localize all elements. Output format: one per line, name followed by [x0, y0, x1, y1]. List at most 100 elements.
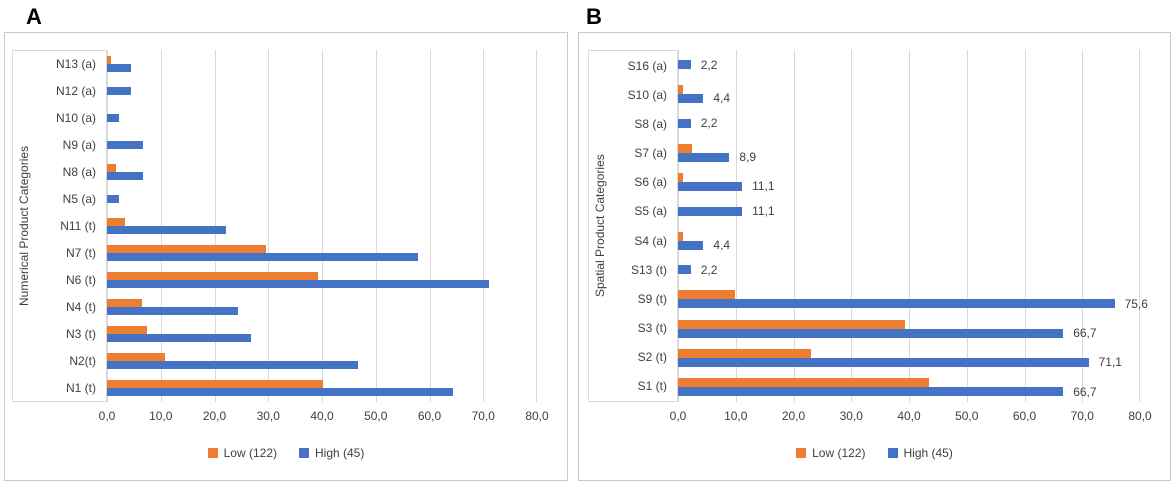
category-label: N8 (a) [62, 165, 96, 180]
bar-high: 11,1 [678, 179, 775, 193]
bar-high: 2,2 [678, 58, 717, 72]
legend: Low (122) High (45) [5, 446, 567, 460]
panel-b-letter: B [586, 4, 602, 29]
category-label: S16 (a) [627, 58, 667, 73]
x-tick-label: 80,0 [525, 409, 549, 423]
bar-low [678, 290, 735, 300]
bar-high: 75,6 [678, 297, 1148, 311]
bar-row: 66,7 [678, 373, 1140, 402]
bar-row: 4,4 [678, 79, 1140, 108]
category-label: N7 (t) [66, 245, 96, 260]
x-tick-label: 70,0 [471, 409, 495, 423]
legend-swatch-high [299, 448, 309, 458]
bar-high [107, 194, 119, 203]
category-label: N6 (t) [66, 272, 96, 287]
gridline [909, 50, 910, 402]
gridline [793, 50, 795, 402]
bar-high: 71,1 [678, 355, 1122, 369]
panel-a-chart: Numerical Product Categories N13 (a) N12 … [4, 32, 568, 481]
bar-row [107, 131, 537, 158]
data-label: 2,2 [700, 57, 718, 72]
legend-item-high: High (45) [299, 446, 364, 460]
data-label: 66,7 [1073, 384, 1097, 399]
category-label: N5 (a) [62, 192, 96, 207]
category-label: S4 (a) [634, 233, 667, 248]
category-label: N13 (a) [55, 57, 96, 72]
legend-label: Low (122) [223, 446, 277, 460]
data-label: 8,9 [739, 150, 757, 165]
category-axis-box: Numerical Product Categories N13 (a) N12 … [12, 50, 107, 402]
bar-row: 2,2 [678, 109, 1140, 138]
x-axis-ticks: 0,0 10,0 20,0 30,0 40,0 50,0 60,0 70,0 80,0 [670, 409, 1152, 425]
x-tick-label: 60,0 [417, 409, 442, 423]
gridline [735, 50, 737, 402]
y-axis-title: Numerical Product Categories [17, 145, 31, 307]
bar-high: 4,4 [678, 238, 730, 252]
gridline [1139, 50, 1140, 402]
x-tick-label: 30,0 [256, 409, 280, 423]
bar-low [678, 319, 905, 329]
bar-high: 2,2 [678, 263, 717, 277]
bar-low [678, 172, 683, 182]
bar-low [107, 55, 112, 64]
bar-low [107, 326, 147, 335]
bar-rows: 2,2 4,4 2,2 8,9 11,1 11,1 4,4 2,2 75,6 66,7 71,1 66… [678, 50, 1148, 402]
bar-row [107, 212, 537, 239]
bar-row [107, 50, 537, 77]
bar-row [107, 185, 537, 212]
legend-item-low: Low (122) [796, 446, 866, 460]
category-label: S8 (a) [634, 116, 667, 131]
bar-high: 8,9 [678, 150, 756, 164]
bar-high [107, 334, 251, 343]
category-label: N11 (t) [60, 218, 96, 233]
bar-high: 11,1 [678, 204, 775, 218]
bar-low [107, 218, 125, 226]
bar-high [107, 388, 454, 397]
bar-row: 11,1 [678, 167, 1140, 196]
legend-swatch-low [796, 448, 807, 458]
bar-row: 2,2 [678, 255, 1140, 284]
bar-low [107, 272, 319, 281]
category-label: N1 (t) [66, 380, 96, 395]
bar-low [107, 245, 266, 254]
category-label: N4 (t) [66, 299, 96, 314]
category-label: S5 (a) [634, 204, 667, 219]
bar-high [107, 280, 490, 289]
x-tick-label: 20,0 [781, 409, 806, 423]
category-label: S6 (a) [634, 175, 667, 190]
bar-high [107, 361, 358, 370]
legend-swatch-high [887, 448, 898, 458]
category-label: N10 (a) [55, 111, 96, 126]
x-tick-label: 40,0 [897, 409, 921, 423]
gridline [268, 50, 270, 402]
panel-a-letter: A [26, 4, 42, 29]
bar-low [678, 143, 693, 153]
bar-low [107, 380, 324, 389]
bar-row [107, 375, 537, 402]
bar-high [107, 253, 418, 262]
bar-high [107, 226, 227, 234]
bar-rows [107, 50, 537, 402]
category-labels: S16 (a) S10 (a) S8 (a) S7 (a) S6 (a) S5 (a) S4… [615, 51, 667, 401]
bar-high: 2,2 [678, 116, 717, 130]
category-label: S3 (t) [637, 321, 667, 336]
x-tick-label: 50,0 [364, 409, 388, 423]
bar-high [107, 307, 239, 316]
bar-row: 4,4 [678, 226, 1140, 255]
bar-row: 75,6 [678, 285, 1148, 314]
y-axis-title: Spatial Product Categories [593, 154, 607, 298]
x-axis-ticks: 0,0 10,0 20,0 30,0 40,0 50,0 60,0 70,0 80,0 [99, 409, 549, 425]
bar-low [678, 348, 811, 358]
x-tick-label: 70,0 [1070, 409, 1094, 423]
bar-row [107, 104, 537, 131]
gridline [429, 50, 431, 402]
gridline [1024, 50, 1026, 402]
bar-row [107, 321, 537, 348]
panel-b-chart: 2,2 4,4 2,2 8,9 11,1 11,1 4,4 2,2 75,6 66,7 71,1 66… [578, 32, 1171, 481]
category-label: N12 (a) [55, 84, 96, 99]
bar-row: 2,2 [678, 50, 1140, 79]
category-label: S2 (t) [637, 350, 667, 365]
bar-row [107, 348, 537, 375]
category-label: S1 (t) [637, 379, 667, 394]
legend-item-high: High (45) [887, 446, 953, 460]
